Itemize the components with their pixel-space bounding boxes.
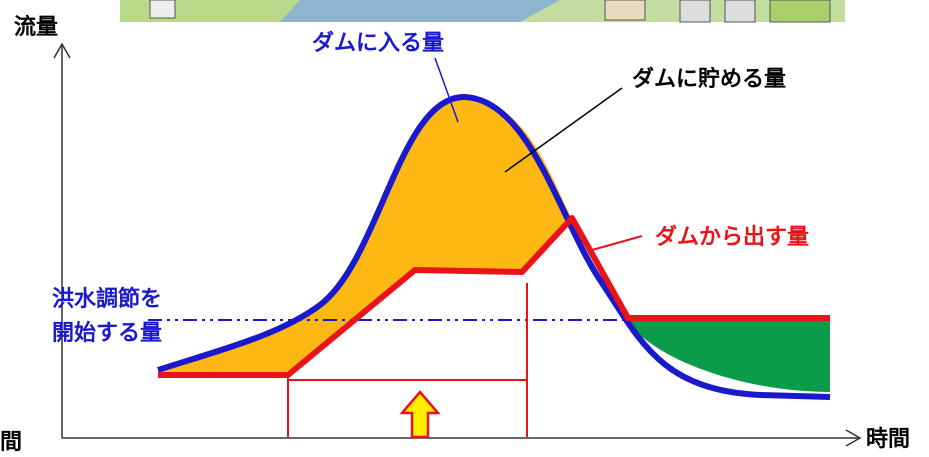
threshold-label: 開始する量 bbox=[52, 320, 162, 346]
outflow-curve bbox=[158, 215, 830, 378]
threshold-label: 洪水調節を bbox=[52, 286, 162, 312]
y-axis-label: 流量 bbox=[14, 14, 58, 40]
x-axis-label: 時間 bbox=[866, 427, 910, 452]
storage-label: ダムに貯める量 bbox=[632, 66, 786, 92]
illustration bbox=[120, 0, 845, 23]
inflow-curve bbox=[157, 93, 831, 400]
storage-area bbox=[158, 96, 572, 375]
outflow-leader bbox=[591, 235, 643, 251]
y-axis-arrow bbox=[53, 42, 71, 59]
x-axis-label-left: 時間 bbox=[0, 430, 22, 455]
release-area bbox=[628, 318, 830, 392]
inflow-label: ダムに入る量 bbox=[312, 30, 444, 56]
axes bbox=[53, 42, 862, 447]
x-axis-arrow bbox=[845, 429, 862, 447]
outflow-label: ダムから出す量 bbox=[655, 224, 809, 250]
up-arrow bbox=[399, 390, 441, 439]
control-period-bracket bbox=[287, 283, 528, 437]
storage-leader bbox=[504, 87, 623, 173]
inflow-leader bbox=[434, 57, 459, 123]
